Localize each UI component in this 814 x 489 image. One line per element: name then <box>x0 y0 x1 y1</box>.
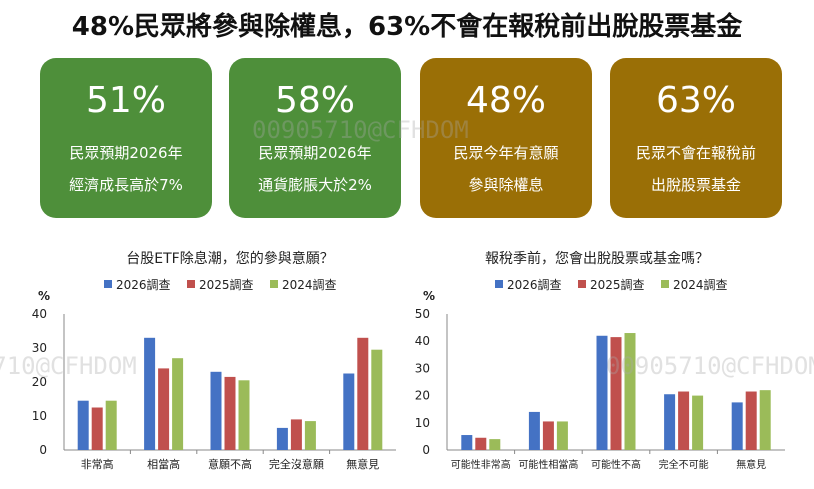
tax-season-selling-chart: 報稅季前，您會出脫股票或基金嗎？ 2026調查 2025調查 2024調查% 0 10 20… <box>415 250 785 471</box>
bar <box>210 371 222 450</box>
bar <box>224 376 236 450</box>
bar <box>745 391 757 450</box>
dividend-participation-chart: 台股ETF除息潮，您的參與意願？ 2026調查 2025調查 2024調查% 0 10 20… <box>32 250 396 471</box>
bar <box>304 421 316 450</box>
legend-swatch <box>661 280 669 288</box>
bar <box>276 427 288 450</box>
x-tick-label: 相當高 <box>147 457 180 471</box>
stat-card-inflation: 58% 民眾預期2026年 通貨膨脹大於2% <box>229 58 401 218</box>
y-tick-label: 10 <box>415 416 430 430</box>
x-tick-label: 完全不可能 <box>659 458 709 471</box>
x-tick-label: 可能性非常高 <box>451 458 511 471</box>
bar <box>343 373 355 450</box>
bar <box>461 435 473 450</box>
stat-card-percent: 51% <box>85 80 166 121</box>
bar <box>542 421 554 450</box>
y-tick-label: 20 <box>415 389 430 403</box>
stat-card-percent: 58% <box>274 80 355 121</box>
legend-swatch <box>187 280 195 288</box>
stat-card-tax-sell: 63% 民眾不會在報稅前 出脫股票基金 <box>610 58 782 218</box>
stat-card-line1: 民眾不會在報稅前 <box>635 144 756 162</box>
x-tick-label: 完全沒意願 <box>269 457 324 471</box>
stat-card-dividend: 48% 民眾今年有意願 參與除權息 <box>420 58 592 218</box>
bar <box>489 439 501 450</box>
chart-title: 報稅季前，您會出脫股票或基金嗎？ <box>485 250 709 267</box>
y-tick-label: 20 <box>32 375 47 389</box>
bar <box>528 411 540 450</box>
stat-card-line1: 民眾今年有意願 <box>453 144 559 162</box>
stat-card-growth: 51% 民眾預期2026年 經濟成長高於7% <box>40 58 212 218</box>
bar <box>596 335 608 450</box>
headline: 48%民眾將參與除權息，63%不會在報稅前出脫股票基金 <box>71 12 743 42</box>
y-tick-label: 0 <box>39 443 47 457</box>
x-tick-label: 可能性相當高 <box>518 458 578 471</box>
legend-swatch <box>104 280 112 288</box>
y-tick-label: 30 <box>32 341 47 355</box>
bar <box>357 337 369 450</box>
bar <box>290 419 302 450</box>
stat-card-line2: 通貨膨脹大於2% <box>258 176 372 194</box>
legend-label: 2025調查 <box>199 278 254 292</box>
y-tick-label: 0 <box>422 443 430 457</box>
bar <box>692 395 704 450</box>
bar <box>624 333 636 450</box>
bar <box>371 349 383 450</box>
stat-card-line2: 參與除權息 <box>468 176 544 194</box>
legend-swatch <box>578 280 586 288</box>
chart-title: 台股ETF除息潮，您的參與意願？ <box>126 250 333 267</box>
bar <box>77 400 89 450</box>
stat-card-line2: 出脫股票基金 <box>650 176 741 194</box>
x-tick-label: 意願不高 <box>208 457 252 471</box>
bar <box>664 394 676 450</box>
x-tick-label: 非常高 <box>81 457 114 471</box>
bar <box>144 337 156 450</box>
stat-card-line2: 經濟成長高於7% <box>69 176 183 194</box>
stat-card-percent: 63% <box>655 80 736 121</box>
bar <box>731 402 743 450</box>
legend-label: 2025調查 <box>590 278 645 292</box>
bar <box>238 380 250 450</box>
y-tick-label: 50 <box>415 307 430 321</box>
bar <box>610 337 622 450</box>
legend-label: 2024調查 <box>673 278 728 292</box>
bar <box>158 368 170 450</box>
bar <box>556 421 568 450</box>
y-tick-label: 40 <box>32 307 47 321</box>
bar <box>759 390 771 450</box>
x-tick-label: 可能性不高 <box>591 458 641 471</box>
bar <box>105 400 117 450</box>
y-axis-label: % <box>423 289 435 303</box>
bar <box>475 437 487 450</box>
x-tick-label: 無意見 <box>736 458 766 471</box>
bar <box>172 358 184 450</box>
y-tick-label: 10 <box>32 409 47 423</box>
y-tick-label: 30 <box>415 361 430 375</box>
legend-swatch <box>495 280 503 288</box>
bar <box>678 391 690 450</box>
bar <box>91 407 103 450</box>
legend-label: 2026調查 <box>116 278 171 292</box>
x-tick-label: 無意見 <box>346 457 379 471</box>
stat-card-percent: 48% <box>465 80 546 121</box>
legend-swatch <box>270 280 278 288</box>
legend-label: 2026調查 <box>507 278 562 292</box>
stat-card-line1: 民眾預期2026年 <box>258 144 372 162</box>
y-axis-label: % <box>38 289 50 303</box>
stat-card-line1: 民眾預期2026年 <box>69 144 183 162</box>
legend-label: 2024調查 <box>282 278 337 292</box>
y-tick-label: 40 <box>415 334 430 348</box>
